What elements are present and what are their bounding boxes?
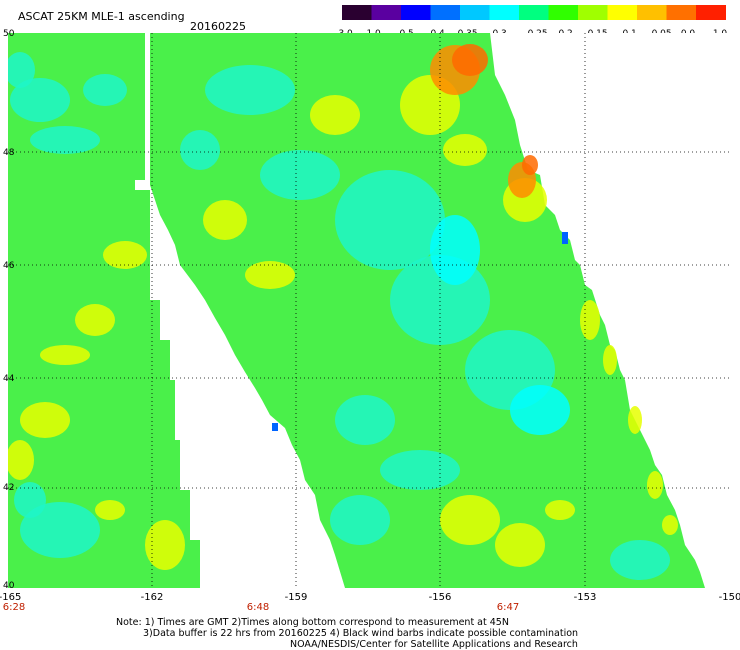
note-line-3: NOAA/NESDIS/Center for Satellite Applica… bbox=[290, 639, 578, 650]
yellow-patch bbox=[145, 520, 185, 570]
cyan-patch bbox=[83, 74, 127, 106]
cyan-patch bbox=[8, 52, 35, 88]
dkorange-patch bbox=[522, 155, 538, 175]
colorbar-swatch bbox=[430, 5, 461, 20]
latitude-label: 50 bbox=[3, 29, 15, 39]
time-labels: 6:28 6:48 6:47 bbox=[3, 602, 519, 613]
yellow-patch bbox=[580, 300, 600, 340]
blue-patch bbox=[272, 423, 278, 431]
colorbar-swatch bbox=[519, 5, 549, 20]
colorbar-swatch bbox=[371, 5, 402, 20]
note-line-2: 3)Data buffer is 22 hrs from 20160225 4)… bbox=[143, 628, 578, 639]
note-line-1: Note: 1) Times are GMT 2)Times along bot… bbox=[116, 617, 509, 628]
latitude-labels: 50 48 46 44 42 40 bbox=[3, 29, 15, 591]
cyan-patch bbox=[30, 126, 100, 154]
latitude-label: 44 bbox=[3, 374, 15, 384]
yellow-patch bbox=[545, 500, 575, 520]
colorbar-swatch bbox=[489, 5, 520, 20]
colorbar-swatch bbox=[460, 5, 490, 20]
yellow-patch bbox=[310, 95, 360, 135]
longitude-label: -159 bbox=[285, 592, 308, 603]
colorbar-swatch bbox=[548, 5, 579, 20]
yellow-patch bbox=[443, 134, 487, 166]
right-swath-patches bbox=[180, 44, 678, 580]
cyan-patch bbox=[610, 540, 670, 580]
deep-patch bbox=[510, 385, 570, 435]
chart-title: ASCAT 25KM MLE-1 ascending bbox=[18, 10, 185, 23]
longitude-labels: -165 -162 -159 -156 -153 -150 bbox=[0, 592, 740, 603]
latitude-label: 46 bbox=[3, 261, 15, 271]
cyan-patch bbox=[10, 78, 70, 122]
yellow-patch bbox=[245, 261, 295, 289]
yellow-patch bbox=[40, 345, 90, 365]
colorbar-swatch bbox=[637, 5, 667, 20]
yellow-patch bbox=[662, 515, 678, 535]
yellow-patch bbox=[8, 440, 34, 480]
cyan-patch bbox=[330, 495, 390, 545]
longitude-label: -153 bbox=[574, 592, 597, 603]
deep-patch bbox=[430, 215, 480, 285]
time-label: 6:47 bbox=[497, 602, 519, 613]
yellow-patch bbox=[603, 345, 617, 375]
colorbar-swatch bbox=[607, 5, 638, 20]
longitude-label: -150 bbox=[719, 592, 740, 603]
latitude-label: 40 bbox=[3, 581, 15, 591]
dkorange-patch bbox=[452, 44, 488, 76]
time-label: 6:48 bbox=[247, 602, 269, 613]
blue-patch bbox=[562, 232, 568, 244]
yellow-patch bbox=[103, 241, 147, 269]
latitude-label: 42 bbox=[3, 483, 14, 493]
cyan-patch bbox=[260, 150, 340, 200]
longitude-label: -162 bbox=[141, 592, 164, 603]
colorbar-swatch bbox=[696, 5, 726, 20]
time-label: 6:28 bbox=[3, 602, 25, 613]
cyan-patch bbox=[20, 502, 100, 558]
yellow-patch bbox=[647, 471, 663, 499]
yellow-patch bbox=[75, 304, 115, 336]
colorbar-swatch bbox=[401, 5, 431, 20]
yellow-patch bbox=[95, 500, 125, 520]
longitude-label: -165 bbox=[0, 592, 21, 603]
longitude-label: -156 bbox=[429, 592, 452, 603]
cyan-patch bbox=[180, 130, 220, 170]
cyan-patch bbox=[380, 450, 460, 490]
yellow-patch bbox=[628, 406, 642, 434]
yellow-patch bbox=[203, 200, 247, 240]
colorbar-swatch bbox=[666, 5, 697, 20]
colorbar-swatch bbox=[578, 5, 608, 20]
yellow-patch bbox=[495, 523, 545, 567]
left-swath-patches bbox=[8, 52, 185, 570]
cyan-patch bbox=[335, 170, 445, 270]
chart-date: 20160225 bbox=[190, 20, 246, 33]
cyan-patch bbox=[335, 395, 395, 445]
yellow-patch bbox=[440, 495, 500, 545]
cyan-patch bbox=[205, 65, 295, 115]
cyan-patch bbox=[14, 482, 46, 518]
colorbar-swatch bbox=[342, 5, 372, 20]
gridlines bbox=[8, 33, 732, 588]
latitude-label: 48 bbox=[3, 148, 15, 158]
yellow-patch bbox=[20, 402, 70, 438]
map-area bbox=[8, 33, 732, 588]
